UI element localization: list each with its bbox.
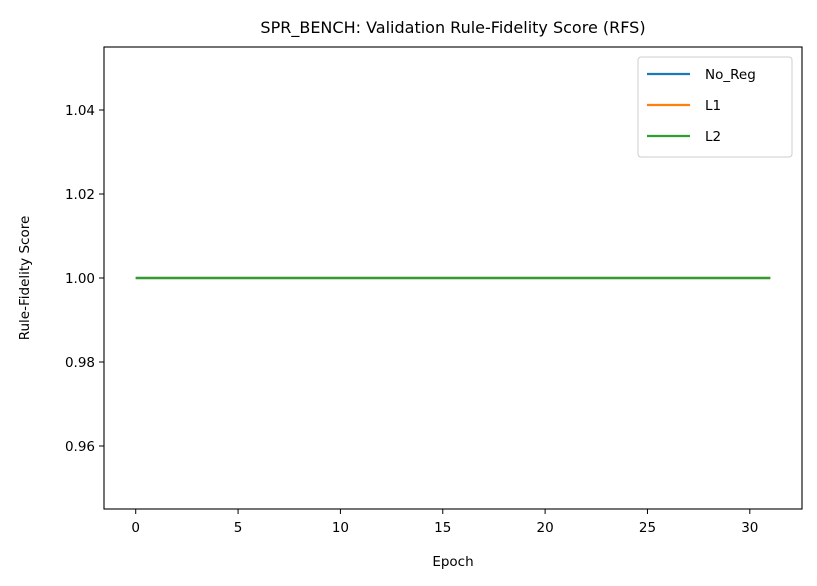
x-tick-label: 30: [741, 520, 758, 536]
legend-box: [637, 56, 793, 158]
x-tick-label: 15: [434, 520, 451, 536]
x-tick-label: 25: [639, 520, 656, 536]
legend-label: L1: [705, 98, 721, 114]
x-tick-label: 5: [234, 520, 243, 536]
y-tick-label: 1.04: [65, 103, 95, 119]
legend-label: L2: [705, 129, 721, 145]
plot-area: 0 5 10 15 20 25 30 0.96 0.98 1.00 1.02 1.04: [65, 46, 803, 536]
y-tick-label: 0.98: [65, 355, 95, 371]
y-tick-label: 0.96: [65, 439, 95, 455]
y-tick-label: 1.02: [65, 187, 95, 203]
legend-label: No_Reg: [705, 67, 756, 83]
legend: No_Reg L1 L2: [637, 56, 793, 158]
x-tick-label: 10: [332, 520, 349, 536]
y-axis-title: Rule-Fidelity Score: [17, 216, 33, 341]
x-tick-label: 20: [537, 520, 554, 536]
x-axis-title: Epoch: [432, 554, 473, 570]
x-tick-label: 0: [131, 520, 140, 536]
chart-title: SPR_BENCH: Validation Rule-Fidelity Scor…: [260, 18, 645, 38]
y-tick-label: 1.00: [65, 271, 95, 287]
